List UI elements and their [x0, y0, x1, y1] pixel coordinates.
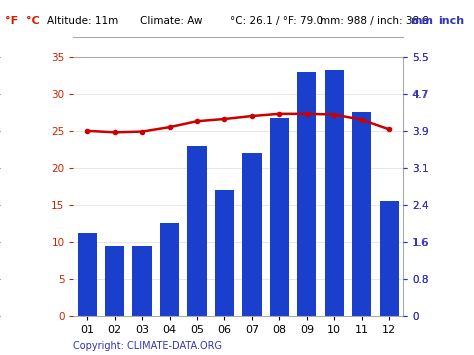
Text: mm: 988 / inch: 38.9: mm: 988 / inch: 38.9 — [320, 16, 429, 26]
Text: Altitude: 11m: Altitude: 11m — [47, 16, 118, 26]
Bar — [325, 70, 344, 316]
Text: Climate: Aw: Climate: Aw — [140, 16, 202, 26]
Bar — [215, 190, 234, 316]
Text: inch: inch — [438, 16, 465, 26]
Bar — [160, 223, 179, 316]
Text: °F: °F — [5, 16, 18, 26]
Bar — [242, 153, 262, 316]
Text: mm: mm — [410, 16, 433, 26]
Bar — [105, 246, 124, 316]
Bar — [78, 233, 97, 316]
Text: °C: °C — [26, 16, 40, 26]
Bar — [133, 246, 152, 316]
Bar — [187, 146, 207, 316]
Bar — [352, 112, 371, 316]
Bar — [380, 201, 399, 316]
Text: Copyright: CLIMATE-DATA.ORG: Copyright: CLIMATE-DATA.ORG — [73, 342, 222, 351]
Text: °C: 26.1 / °F: 79.0: °C: 26.1 / °F: 79.0 — [230, 16, 323, 26]
Bar — [270, 118, 289, 316]
Bar — [297, 72, 317, 316]
